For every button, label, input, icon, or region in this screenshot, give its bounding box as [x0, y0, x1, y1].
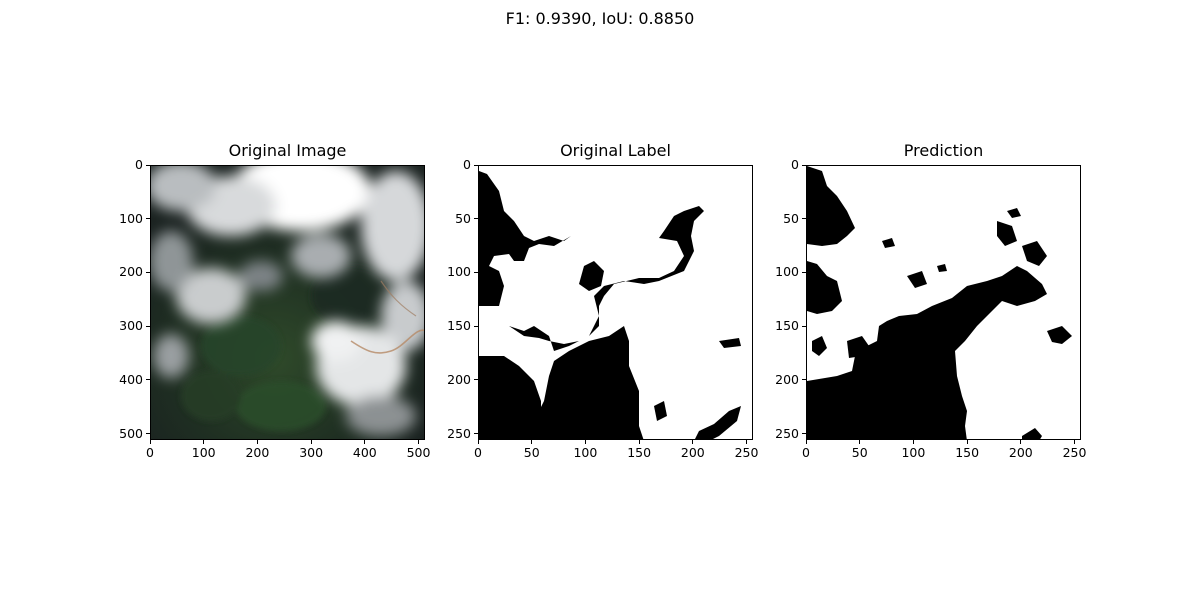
y-tick-label: 150 — [447, 318, 471, 334]
y-tick-label: 200 — [447, 371, 471, 387]
x-tick-label: 50 — [851, 445, 868, 460]
y-tick-mark — [802, 218, 806, 220]
y-tick-mark — [146, 218, 150, 220]
y-tick-mark — [474, 164, 478, 166]
y-tick-label: 200 — [119, 264, 143, 280]
x-tick-label: 0 — [146, 445, 154, 460]
x-tick-mark — [149, 440, 151, 444]
panel-original-label: Original Label 0 50 100 150 200 250 0 50 100 150 2… — [447, 141, 758, 460]
x-tick-mark — [418, 440, 420, 444]
x-tick-mark — [1020, 440, 1022, 444]
y-tick-label: 150 — [775, 318, 799, 334]
x-tick-label: 100 — [901, 445, 926, 460]
panel-original-image: Original Image — [119, 141, 430, 460]
panel-title-original-label: Original Label — [560, 141, 671, 160]
x-tick-label: 200 — [680, 445, 705, 460]
y-tick-mark — [146, 164, 150, 166]
y-tick-label: 50 — [783, 210, 799, 226]
x-tick-label: 0 — [474, 445, 482, 460]
y-tick-mark — [474, 433, 478, 435]
x-tick-label: 100 — [573, 445, 598, 460]
x-tick-label: 400 — [352, 445, 377, 460]
x-tick-mark — [805, 440, 807, 444]
x-tick-mark — [256, 440, 258, 444]
x-tick-label: 150 — [955, 445, 980, 460]
y-tick-mark — [802, 271, 806, 273]
x-tick-label: 200 — [1008, 445, 1033, 460]
y-tick-label: 0 — [791, 157, 799, 172]
x-tick-mark — [203, 440, 205, 444]
y-tick-mark — [802, 164, 806, 166]
x-tick-mark — [912, 440, 914, 444]
y-tick-label: 50 — [455, 210, 471, 226]
x-tick-mark — [859, 440, 861, 444]
y-tick-label: 250 — [447, 425, 471, 441]
x-tick-label: 300 — [299, 445, 324, 460]
y-tick-mark — [802, 325, 806, 327]
y-tick-mark — [146, 271, 150, 273]
x-tick-label: 50 — [523, 445, 540, 460]
x-tick-mark — [746, 440, 748, 444]
y-tick-label: 100 — [447, 264, 471, 280]
x-tick-label: 100 — [191, 445, 216, 460]
x-tick-mark — [966, 440, 968, 444]
image-original-rgb — [150, 165, 425, 440]
y-tick-mark — [474, 218, 478, 220]
x-tick-mark — [584, 440, 586, 444]
y-tick-mark — [474, 325, 478, 327]
y-tick-mark — [146, 433, 150, 435]
x-tick-mark — [638, 440, 640, 444]
y-tick-label: 0 — [463, 157, 471, 172]
y-tick-label: 300 — [119, 318, 143, 334]
panel-title-prediction: Prediction — [903, 141, 984, 160]
mask-prediction — [806, 165, 1081, 440]
x-tick-label: 250 — [1062, 445, 1087, 460]
x-tick-label: 250 — [734, 445, 759, 460]
panel-prediction: Prediction 0 50 100 150 200 250 0 50 100 150 20 — [775, 141, 1086, 460]
x-tick-mark — [364, 440, 366, 444]
figure-suptitle: F1: 0.9390, IoU: 0.8850 — [505, 9, 695, 28]
y-tick-label: 250 — [775, 425, 799, 441]
y-tick-mark — [474, 271, 478, 273]
x-tick-label: 0 — [802, 445, 810, 460]
y-tick-label: 100 — [119, 210, 143, 226]
y-tick-mark — [146, 379, 150, 381]
x-tick-label: 150 — [627, 445, 652, 460]
y-tick-label: 0 — [135, 157, 143, 172]
y-tick-label: 400 — [119, 371, 143, 387]
x-tick-mark — [531, 440, 533, 444]
y-tick-mark — [146, 325, 150, 327]
panel-title-original-image: Original Image — [228, 141, 347, 160]
y-tick-label: 100 — [775, 264, 799, 280]
y-tick-label: 500 — [119, 425, 143, 441]
x-tick-mark — [1074, 440, 1076, 444]
y-tick-label: 200 — [775, 371, 799, 387]
x-tick-mark — [692, 440, 694, 444]
y-tick-mark — [474, 379, 478, 381]
y-tick-mark — [802, 433, 806, 435]
x-tick-label: 200 — [245, 445, 270, 460]
y-tick-mark — [802, 379, 806, 381]
x-tick-mark — [310, 440, 312, 444]
x-tick-label: 500 — [406, 445, 431, 460]
x-tick-mark — [477, 440, 479, 444]
mask-original-label — [478, 165, 753, 440]
